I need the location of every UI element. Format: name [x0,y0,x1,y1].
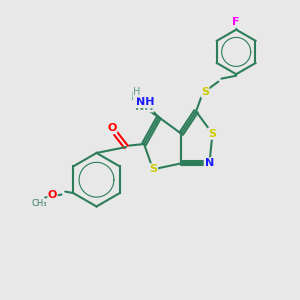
Text: S: S [201,87,209,97]
Text: NH: NH [136,98,155,107]
Text: CH₃: CH₃ [32,199,47,208]
Text: N: N [205,158,214,168]
Text: NH: NH [135,102,153,112]
Text: S: S [149,164,157,174]
Text: F: F [232,17,240,27]
Text: H: H [133,87,140,97]
Text: S: S [208,129,216,139]
Text: O: O [48,190,57,200]
Text: H: H [130,92,138,102]
Text: O: O [107,123,117,133]
